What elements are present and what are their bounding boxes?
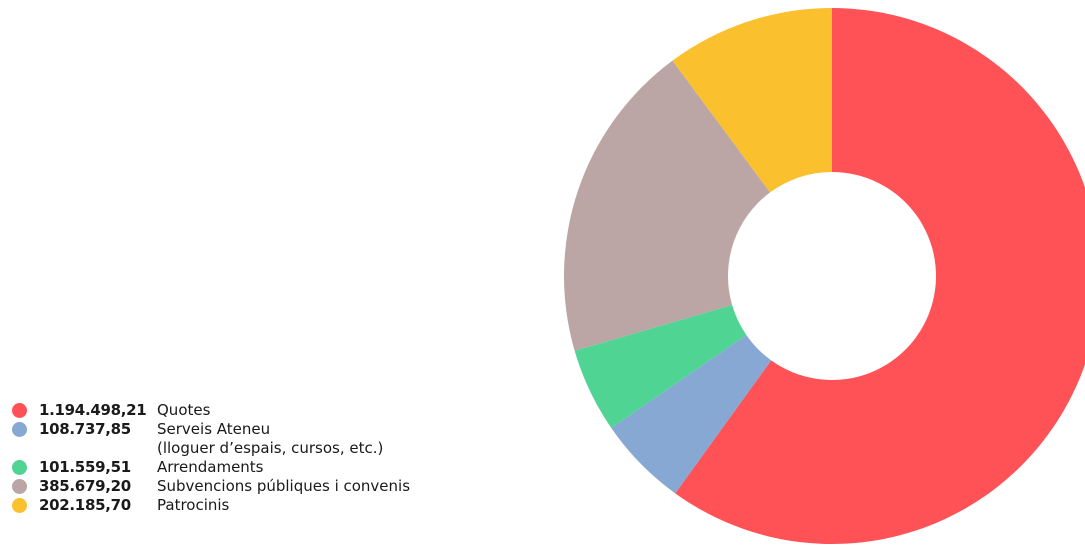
legend-swatch — [12, 498, 27, 513]
legend-item: 385.679,20 Subvencions públiques i conven… — [12, 477, 532, 496]
legend-label: Patrocinis — [157, 496, 230, 514]
legend-item: 202.185,70 Patrocinis — [12, 496, 532, 515]
legend-label: Serveis Ateneu (lloguer d’espais, cursos… — [157, 420, 384, 457]
legend-value: 1.194.498,21 — [39, 401, 147, 419]
legend-label: Arrendaments — [157, 458, 264, 476]
legend-item: 108.737,85 Serveis Ateneu (lloguer d’espa… — [12, 420, 532, 458]
donut-slice-2 — [574, 305, 747, 429]
legend-swatch — [12, 422, 27, 437]
donut-slice-0 — [675, 8, 1085, 544]
legend-label: Quotes — [157, 401, 211, 419]
legend-value: 202.185,70 — [39, 496, 131, 514]
legend-value: 108.737,85 — [39, 420, 131, 438]
legend-value: 101.559,51 — [39, 458, 131, 476]
legend-swatch — [12, 479, 27, 494]
legend-swatch — [12, 460, 27, 475]
chart-legend: 1.194.498,21 Quotes 108.737,85 Serveis Aten… — [12, 401, 532, 515]
legend-swatch — [12, 403, 27, 418]
legend-value: 385.679,20 — [39, 477, 131, 495]
donut-slice-1 — [611, 334, 772, 494]
legend-item: 101.559,51 Arrendaments — [12, 458, 532, 477]
legend-item: 1.194.498,21 Quotes — [12, 401, 532, 420]
donut-slice-4 — [672, 7, 832, 193]
legend-label: Subvencions públiques i convenis — [157, 477, 411, 495]
donut-slice-3 — [564, 60, 771, 351]
